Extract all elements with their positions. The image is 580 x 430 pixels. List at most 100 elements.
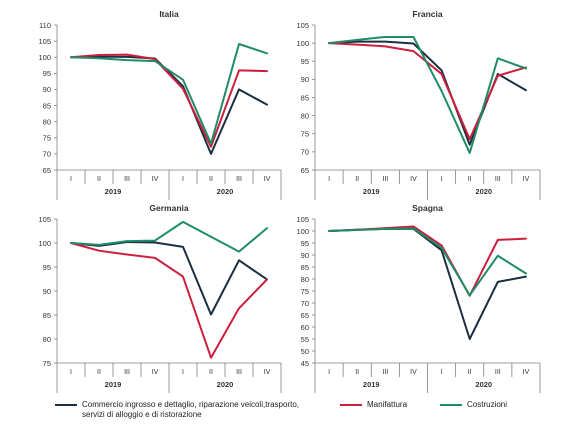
chart-title-francia: Francia [412,9,443,19]
legend-item-costruzioni: Costruzioni [440,400,507,410]
x-tick-label-spagna-1: II [355,369,359,376]
y-tick-label-spagna-45: 45 [301,359,309,368]
x-tick-label-italia-7: IV [264,176,271,183]
y-tick-label-italia-110: 110 [39,21,51,30]
y-tick-label-francia-100: 100 [296,39,309,48]
chart-title-germania: Germania [149,203,188,213]
y-tick-label-italia-90: 90 [43,85,51,94]
legend-label-costruzioni: Costruzioni [467,400,508,409]
y-tick-label-francia-70: 70 [301,148,309,157]
x-tick-label-francia-7: IV [523,176,530,183]
legend-label-manifattura: Manifattura [367,400,408,409]
legend-swatch-manifattura [340,404,362,406]
y-tick-label-spagna-65: 65 [301,311,309,320]
y-tick-label-germania-100: 100 [38,239,51,248]
y-tick-label-spagna-70: 70 [301,299,309,308]
y-tick-label-italia-80: 80 [43,117,51,126]
series-line-germania-commercio [70,241,268,316]
y-tick-label-francia-75: 75 [301,130,309,139]
x-tick-label-italia-2: III [124,176,130,183]
x-tick-label-germania-5: II [209,369,213,376]
series-line-germania-costruzioni [70,220,268,253]
x-tick-label-germania-1: II [97,369,101,376]
y-tick-label-spagna-95: 95 [301,239,309,248]
legend-label-commercio-line2: servizi di alloggio e di ristorazione [82,410,202,419]
x-tick-label-spagna-2: III [382,369,388,376]
x-tick-label-francia-2: III [382,176,388,183]
y-tick-label-spagna-60: 60 [301,323,309,332]
chart-legend: Commercio ingrosso e dettaglio, riparazi… [55,400,565,428]
y-tick-label-germania-105: 105 [38,215,51,224]
year-label-spagna-2019: 2019 [363,380,380,389]
y-tick-label-francia-80: 80 [301,111,309,120]
x-tick-label-spagna-7: IV [523,369,530,376]
y-tick-label-spagna-50: 50 [301,347,309,356]
x-tick-label-francia-3: IV [410,176,417,183]
x-tick-label-italia-3: IV [152,176,159,183]
x-tick-label-italia-4: I [182,176,184,183]
x-tick-label-spagna-4: I [441,369,443,376]
legend-label-commercio-line1: Commercio ingrosso e dettaglio, riparazi… [82,400,299,409]
y-tick-label-francia-95: 95 [301,57,309,66]
y-tick-label-germania-80: 80 [43,335,51,344]
year-label-germania-2020: 2020 [217,380,234,389]
series-line-italia-costruzioni [70,43,268,145]
x-tick-label-spagna-0: I [328,369,330,376]
series-line-germania-manifattura [70,242,268,359]
chart-title-spagna: Spagna [412,203,443,213]
year-label-germania-2019: 2019 [105,380,122,389]
y-tick-label-germania-75: 75 [43,359,51,368]
y-tick-label-germania-95: 95 [43,263,51,272]
y-tick-label-spagna-75: 75 [301,287,309,296]
series-line-francia-costruzioni [328,35,527,154]
year-label-italia-2019: 2019 [105,187,122,196]
x-tick-label-francia-0: I [328,176,330,183]
legend-swatch-costruzioni [440,404,462,406]
y-tick-label-italia-85: 85 [43,101,51,110]
y-tick-label-francia-105: 105 [296,21,309,30]
y-tick-label-spagna-85: 85 [301,263,309,272]
y-tick-label-spagna-80: 80 [301,275,309,284]
series-line-italia-commercio [70,55,268,155]
legend-item-manifattura: Manifattura [340,400,407,410]
x-tick-label-spagna-3: IV [410,369,417,376]
x-tick-label-germania-3: IV [152,369,159,376]
x-tick-label-francia-5: II [468,176,472,183]
x-tick-label-germania-7: IV [264,369,271,376]
y-tick-label-spagna-105: 105 [296,215,309,224]
year-label-spagna-2020: 2020 [475,380,492,389]
x-tick-label-germania-0: I [70,369,72,376]
y-tick-label-italia-105: 105 [38,37,51,46]
y-tick-label-francia-90: 90 [301,75,309,84]
x-tick-label-italia-5: II [209,176,213,183]
y-tick-label-francia-65: 65 [301,166,309,175]
y-tick-label-spagna-100: 100 [296,227,309,236]
x-tick-label-spagna-6: III [495,369,501,376]
y-tick-label-italia-70: 70 [43,150,51,159]
series-line-italia-manifattura [70,53,268,148]
y-tick-label-italia-65: 65 [43,166,51,175]
year-label-francia-2020: 2020 [475,187,492,196]
legend-swatch-commercio [55,404,77,406]
y-tick-label-spagna-55: 55 [301,335,309,344]
y-tick-label-francia-85: 85 [301,93,309,102]
x-tick-label-spagna-5: II [468,369,472,376]
y-tick-label-italia-100: 100 [38,53,51,62]
y-tick-label-italia-95: 95 [43,69,51,78]
y-tick-label-italia-75: 75 [43,134,51,143]
y-tick-label-germania-90: 90 [43,287,51,296]
year-label-italia-2020: 2020 [217,187,234,196]
series-line-spagna-commercio [328,227,527,340]
year-label-francia-2019: 2019 [363,187,380,196]
series-line-spagna-costruzioni [328,227,527,297]
x-tick-label-francia-1: II [355,176,359,183]
legend-item-commercio: Commercio ingrosso e dettaglio, riparazi… [55,400,299,420]
x-tick-label-germania-2: III [124,369,130,376]
y-tick-label-germania-85: 85 [43,311,51,320]
x-tick-label-francia-4: I [441,176,443,183]
x-tick-label-francia-6: III [495,176,501,183]
chart-title-italia: Italia [159,9,179,19]
x-tick-label-germania-6: III [236,369,242,376]
